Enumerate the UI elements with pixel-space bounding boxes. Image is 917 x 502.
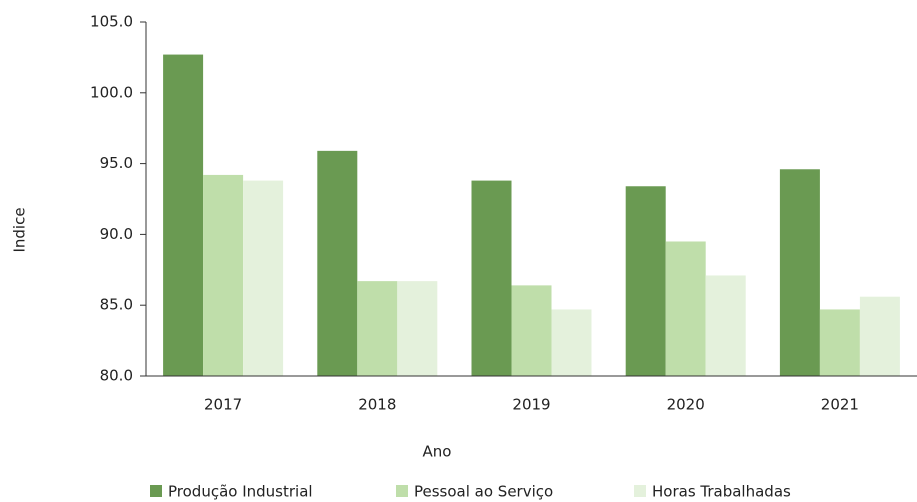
legend-swatch (150, 485, 162, 497)
y-tick-label: 85.0 (100, 296, 133, 314)
x-tick-label: 2020 (667, 396, 705, 414)
bar (317, 150, 358, 376)
legend-swatch (634, 485, 646, 497)
bar (625, 186, 666, 376)
y-tick-label: 105.0 (90, 13, 133, 31)
bar (779, 169, 820, 376)
bar (357, 281, 398, 376)
x-tick-label: 2017 (204, 396, 242, 414)
y-tick-label: 90.0 (100, 225, 133, 243)
bar (859, 296, 900, 376)
bar (511, 285, 552, 376)
bar (163, 54, 204, 377)
legend-swatch (396, 485, 408, 497)
y-axis-label: Indice (11, 207, 29, 252)
legend-label: Pessoal ao Serviço (414, 483, 553, 501)
x-tick-label: 2021 (821, 396, 859, 414)
y-tick-label: 80.0 (100, 367, 133, 385)
bar (665, 241, 706, 376)
bar (705, 275, 746, 376)
x-tick-label: 2019 (512, 396, 550, 414)
bar (471, 180, 512, 376)
legend-label: Produção Industrial (168, 483, 313, 501)
bar (819, 309, 860, 376)
y-tick-label: 95.0 (100, 154, 133, 172)
legend-label: Horas Trabalhadas (652, 483, 791, 501)
bar (397, 281, 438, 376)
bar (551, 309, 592, 376)
bar (203, 174, 244, 376)
x-tick-label: 2018 (358, 396, 396, 414)
bar (243, 180, 284, 376)
x-axis-label: Ano (423, 443, 452, 461)
y-tick-label: 100.0 (90, 83, 133, 101)
